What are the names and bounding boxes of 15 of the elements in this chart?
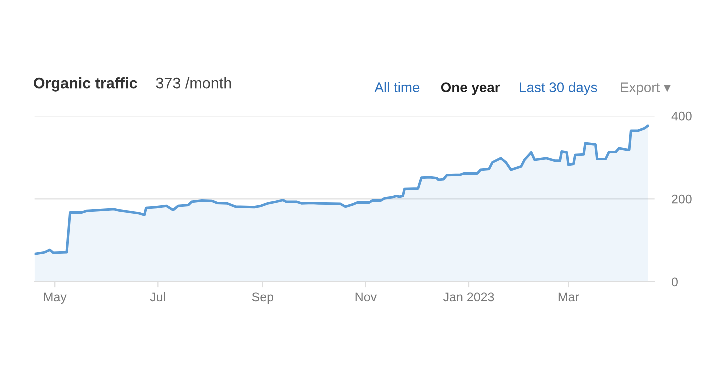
x-tick-label: Nov (356, 292, 378, 302)
chart-title: Organic traffic (34, 78, 138, 92)
text: One year (441, 82, 500, 96)
y-tick-label: 0 (672, 278, 678, 287)
chart-subtitle: 373 /month (156, 78, 232, 89)
x-tick-label: May (44, 292, 67, 304)
x-tick-label: Sep (252, 292, 274, 304)
x-tick-label: Jul (150, 292, 166, 302)
text: Last 30 days (520, 82, 598, 96)
text: Export ▾ (621, 82, 671, 96)
y-tick-label: 400 (672, 112, 692, 121)
text: All time (374, 82, 420, 92)
x-tick-label: Jan 2023 (443, 292, 494, 302)
x-tick-label: Mar (558, 292, 580, 302)
y-tick-label: 200 (672, 194, 692, 204)
